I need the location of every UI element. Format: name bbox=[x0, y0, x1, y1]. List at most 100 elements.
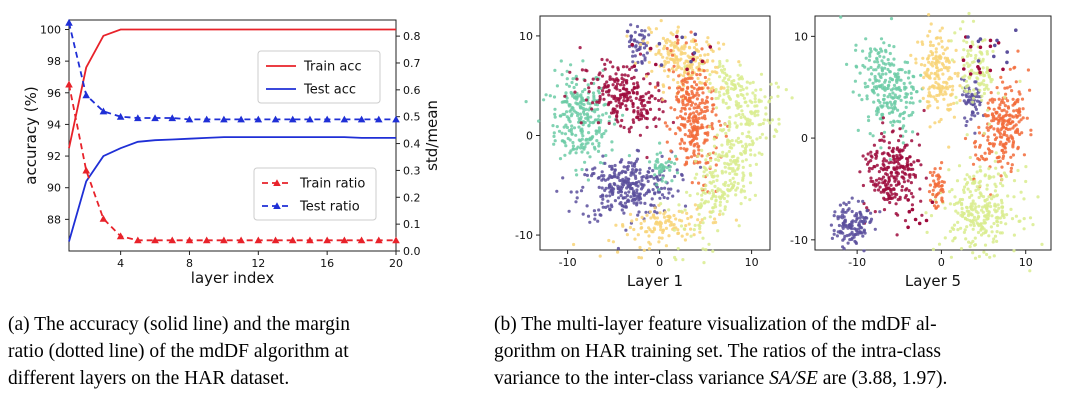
scatter-point bbox=[668, 215, 672, 219]
scatter-point bbox=[695, 73, 699, 77]
scatter-point bbox=[728, 125, 732, 129]
scatter-point bbox=[892, 157, 896, 161]
scatter-point bbox=[698, 220, 703, 225]
scatter-point bbox=[718, 200, 723, 204]
scatter-point bbox=[724, 170, 728, 174]
scatter-point bbox=[877, 51, 881, 55]
scatter-point bbox=[986, 212, 990, 217]
scatter-point bbox=[696, 203, 701, 208]
scatter-point bbox=[777, 122, 781, 126]
x-tick-label: 0 bbox=[938, 256, 945, 269]
scatter-point bbox=[772, 134, 776, 138]
scatter-point bbox=[925, 69, 929, 73]
scatter-point bbox=[626, 184, 630, 188]
scatter-point bbox=[734, 193, 738, 197]
scatter-point bbox=[740, 132, 745, 136]
scatter-point bbox=[844, 210, 848, 214]
scatter-point bbox=[648, 107, 653, 111]
scatter-point bbox=[686, 216, 690, 221]
scatter-point bbox=[982, 221, 986, 225]
scatter-point bbox=[970, 92, 974, 96]
scatter-point bbox=[642, 46, 647, 50]
scatter-point bbox=[577, 120, 581, 124]
scatter-point bbox=[896, 108, 900, 112]
scatter-point bbox=[734, 158, 739, 162]
scatter-point bbox=[723, 154, 727, 158]
scatter-point bbox=[619, 201, 623, 205]
scatter-point bbox=[888, 92, 892, 96]
scatter-point bbox=[887, 80, 892, 84]
scatter-point bbox=[745, 122, 749, 126]
scatter-point bbox=[725, 59, 729, 63]
scatter-point bbox=[641, 104, 645, 108]
scatter-point bbox=[594, 132, 599, 136]
scatter-point bbox=[897, 182, 901, 186]
scatter-point bbox=[741, 144, 745, 148]
scatter-point bbox=[666, 49, 670, 53]
figure-canvas: 4 8 12 16 208890929496981000.00.10.20.30.40.… bbox=[22, 11, 1052, 290]
scatter-point bbox=[572, 126, 577, 130]
scatter-point bbox=[632, 120, 636, 124]
scatter-point bbox=[685, 67, 689, 72]
series-point bbox=[116, 112, 125, 120]
scatter-point bbox=[1006, 106, 1011, 110]
scatter-point bbox=[633, 197, 638, 201]
scatter-point bbox=[736, 82, 740, 86]
scatter-point bbox=[558, 157, 563, 161]
scatter-point bbox=[646, 179, 650, 183]
scatter-point bbox=[699, 202, 703, 206]
scatter-point bbox=[773, 128, 778, 132]
scatter-point bbox=[693, 32, 698, 37]
scatter-point bbox=[685, 86, 690, 90]
scatter-point bbox=[727, 149, 731, 154]
scatter-point bbox=[653, 163, 657, 167]
scatter-point bbox=[728, 97, 733, 101]
scatter-point bbox=[937, 42, 941, 46]
scatter-point bbox=[748, 81, 752, 85]
scatter-point bbox=[753, 100, 757, 104]
y-right-tick-label: 0.3 bbox=[403, 164, 421, 177]
scatter-point bbox=[995, 239, 999, 243]
scatter-point bbox=[608, 60, 613, 64]
scatter-point bbox=[542, 98, 546, 102]
scatter-point bbox=[693, 39, 698, 43]
scatter-point bbox=[627, 40, 632, 44]
scatter-point bbox=[709, 156, 713, 160]
scatter-point bbox=[537, 119, 541, 123]
scatter-point bbox=[964, 101, 968, 105]
scatter-point bbox=[973, 131, 977, 135]
scatter-point bbox=[700, 116, 705, 120]
scatter-point bbox=[928, 29, 932, 33]
scatter-point bbox=[640, 215, 644, 219]
scatter-point bbox=[620, 182, 624, 186]
scatter-point bbox=[985, 52, 990, 56]
scatter-point bbox=[714, 106, 719, 110]
scatter-point bbox=[628, 95, 632, 99]
scatter-point bbox=[683, 204, 688, 208]
scatter-point bbox=[950, 58, 955, 62]
scatter-point bbox=[969, 207, 974, 211]
scatter-point bbox=[679, 209, 683, 213]
cluster-orange bbox=[927, 161, 946, 210]
scatter-point bbox=[892, 119, 896, 123]
scatter-point bbox=[683, 106, 687, 110]
scatter-point bbox=[703, 117, 707, 121]
scatter-point bbox=[894, 212, 898, 216]
scatter-point bbox=[887, 43, 891, 48]
scatter-point bbox=[613, 163, 617, 168]
scatter-point bbox=[629, 171, 633, 175]
scatter-point bbox=[725, 73, 729, 77]
scatter-point bbox=[577, 125, 581, 129]
scatter-point bbox=[940, 84, 944, 89]
scatter-point bbox=[726, 85, 730, 89]
scatter-point bbox=[614, 223, 618, 227]
scatter-point bbox=[710, 122, 714, 126]
scatter-point bbox=[868, 54, 872, 58]
scatter-point bbox=[982, 131, 986, 135]
series-point bbox=[99, 107, 108, 115]
scatter-point bbox=[572, 147, 576, 151]
scatter-point bbox=[969, 241, 973, 245]
scatter-point bbox=[682, 147, 686, 151]
scatter-point bbox=[935, 193, 939, 197]
series-line-train-ratio bbox=[68, 84, 396, 242]
